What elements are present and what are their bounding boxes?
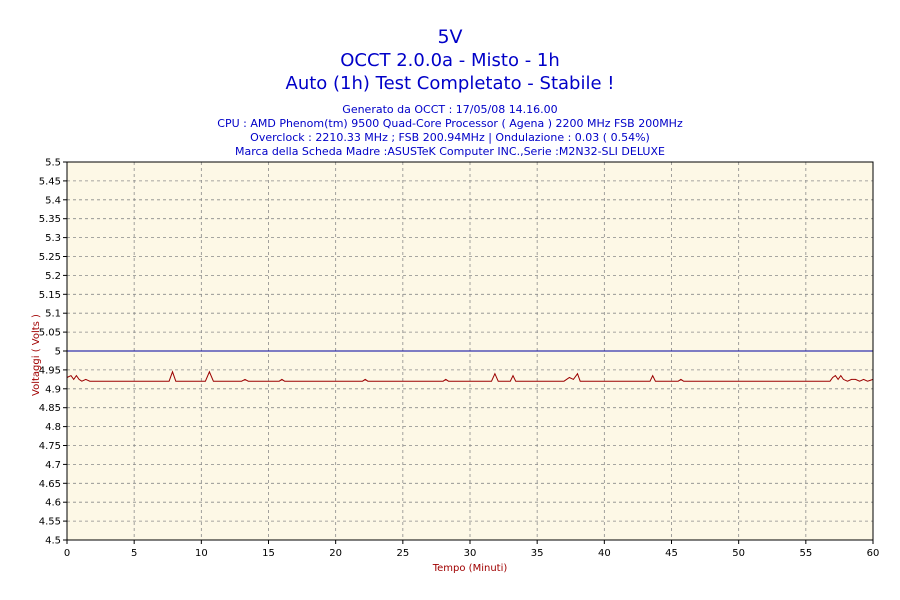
y-tick-label: 5.35 — [39, 214, 61, 225]
y-tick-label: 5.05 — [39, 328, 61, 339]
x-tick-label: 50 — [732, 548, 745, 559]
y-tick-label: 5.25 — [39, 252, 61, 263]
x-tick-label: 40 — [598, 548, 611, 559]
y-tick-label: 4.65 — [39, 479, 61, 490]
x-tick-label: 5 — [131, 548, 137, 559]
info-line-motherboard: Marca della Scheda Madre :ASUSTeK Comput… — [235, 145, 665, 158]
x-tick-label: 45 — [665, 548, 678, 559]
y-tick-label: 5.2 — [45, 271, 61, 282]
test-status: Auto (1h) Test Completato - Stabile ! — [285, 73, 615, 94]
y-tick-label: 5.3 — [45, 233, 61, 244]
y-tick-label: 4.9 — [45, 384, 61, 395]
y-axis-label: Voltaggi ( Volts ) — [31, 314, 42, 396]
x-axis-label: Tempo (Minuti) — [432, 563, 508, 574]
y-tick-label: 4.5 — [45, 536, 61, 547]
x-tick-label: 35 — [531, 548, 544, 559]
info-line-cpu: CPU : AMD Phenom(tm) 9500 Quad-Core Proc… — [217, 117, 683, 130]
x-tick-label: 10 — [195, 548, 208, 559]
x-tick-label: 25 — [396, 548, 409, 559]
y-tick-label: 4.55 — [39, 517, 61, 528]
chart-subtitle: OCCT 2.0.0a - Misto - 1h — [340, 50, 560, 71]
y-tick-label: 4.6 — [45, 498, 61, 509]
y-tick-label: 5.45 — [39, 176, 61, 187]
info-line-overclock: Overclock : 2210.33 MHz ; FSB 200.94MHz … — [250, 131, 650, 144]
x-tick-label: 0 — [64, 548, 70, 559]
y-tick-label: 4.95 — [39, 365, 61, 376]
series-line — [66, 370, 874, 382]
y-tick-label: 5.15 — [39, 290, 61, 301]
y-tick-label: 5 — [55, 347, 61, 358]
y-tick-label: 5.5 — [45, 158, 61, 169]
chart-title: 5V — [437, 26, 463, 48]
y-tick-label: 4.8 — [45, 422, 61, 433]
y-tick-label: 5.1 — [45, 309, 61, 320]
x-tick-label: 20 — [329, 548, 342, 559]
x-tick-label: 55 — [799, 548, 812, 559]
x-tick-label: 15 — [262, 548, 275, 559]
y-tick-label: 4.75 — [39, 441, 61, 452]
y-tick-label: 5.4 — [45, 195, 61, 206]
y-tick-label: 4.7 — [45, 460, 61, 471]
y-tick-label: 4.85 — [39, 403, 61, 414]
y-axis-ticks: 5.5 5.45 5.4 5.35 5.3 5.25 5.2 5.15 5.1 5.05 5 4.95… — [39, 158, 67, 547]
x-axis-ticks: 0 5 10 15 20 25 30 35 40 45 50 55 60 — [64, 540, 880, 559]
info-line-generated: Generato da OCCT : 17/05/08 14.16.00 — [342, 103, 558, 116]
x-tick-label: 60 — [867, 548, 880, 559]
x-tick-label: 30 — [464, 548, 477, 559]
